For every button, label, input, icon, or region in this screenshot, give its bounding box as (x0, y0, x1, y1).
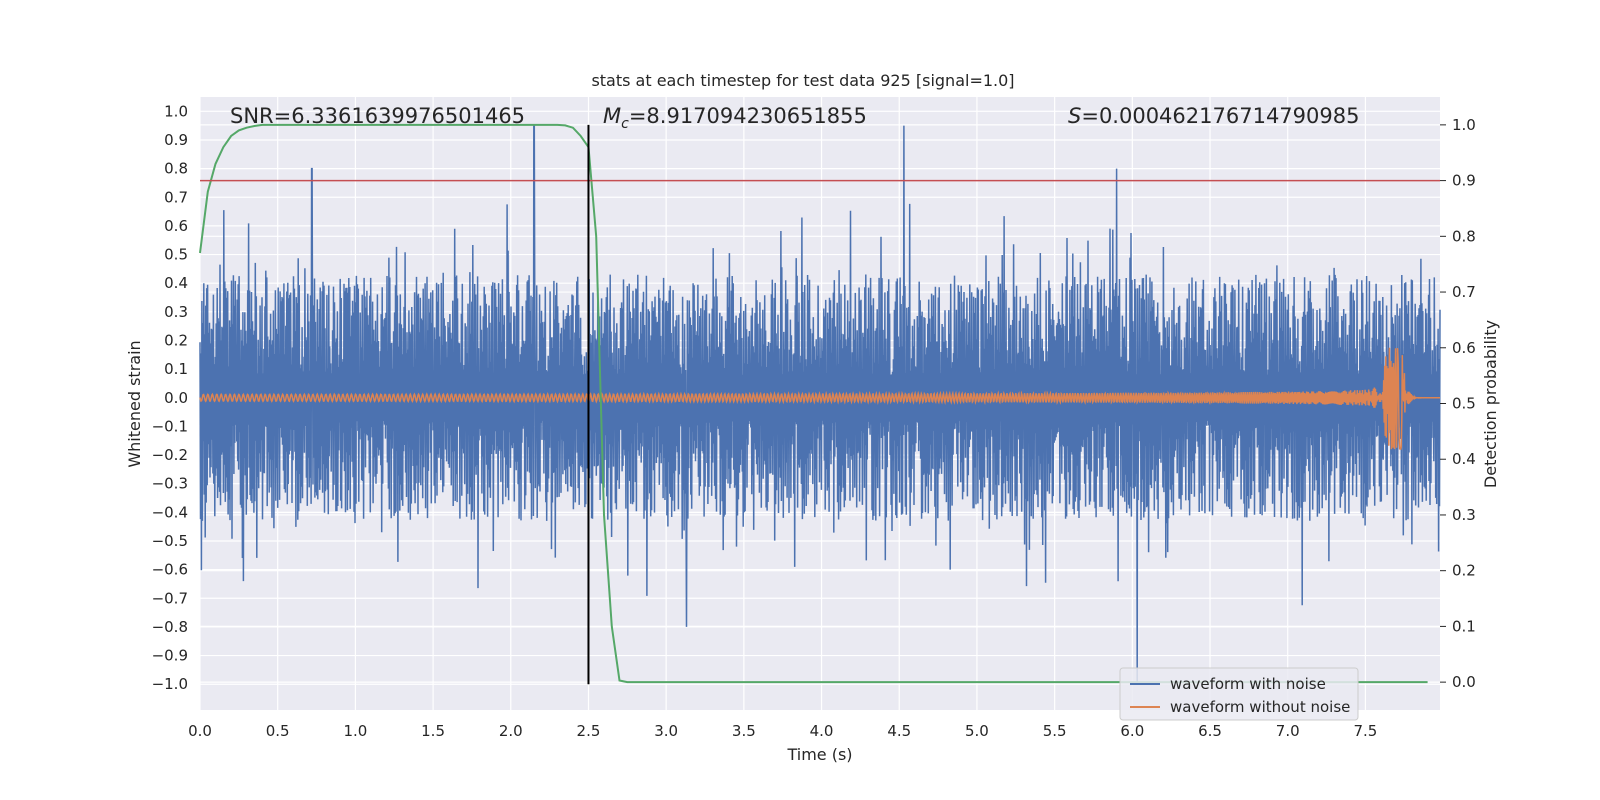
x-tick-label: 2.5 (577, 722, 601, 740)
x-axis-label: Time (s) (786, 745, 852, 764)
y-tick-label: 0.9 (164, 131, 188, 149)
reference-lines (200, 124, 1440, 685)
x-tick-label: 1.0 (343, 722, 367, 740)
chirp-mass-annotation: Mc=8.917094230651855 (603, 104, 867, 132)
y-right-tick-label: 0.5 (1452, 395, 1476, 413)
y-tick-label: −0.8 (152, 618, 188, 636)
y-right-tick-label: 0.9 (1452, 172, 1476, 190)
chirp-mass-value: =8.917094230651855 (629, 104, 867, 128)
y-right-tick-label: 0.2 (1452, 562, 1476, 580)
x-tick-label: 6.0 (1120, 722, 1144, 740)
s-symbol: S (1068, 104, 1081, 128)
x-tick-label: 6.5 (1198, 722, 1222, 740)
y-right-tick-label: 0.3 (1452, 506, 1476, 524)
y-tick-label: −0.1 (152, 417, 188, 435)
y-tick-label: −0.2 (152, 446, 188, 464)
detection-probability-line (199, 123, 1428, 684)
chirp-mass-subscript: c (621, 116, 629, 132)
y-tick-label: 0.2 (164, 331, 188, 349)
y-right-tick-label: 0.6 (1452, 339, 1476, 357)
x-tick-label: 7.0 (1276, 722, 1300, 740)
x-tick-label: 4.0 (810, 722, 834, 740)
x-tick-label: 7.5 (1353, 722, 1377, 740)
x-tick-label: 3.0 (654, 722, 678, 740)
y-right-tick-label: 0.8 (1452, 227, 1476, 245)
y-tick-label: −0.6 (152, 561, 188, 579)
detection-probability-series (199, 123, 1428, 684)
snr-annotation: SNR=6.3361639976501465 (230, 104, 525, 128)
y-tick-label: 0.0 (164, 389, 188, 407)
y-tick-label: 0.7 (164, 188, 188, 206)
y-tick-label: −0.3 (152, 475, 188, 493)
legend-label-clean: waveform without noise (1170, 698, 1350, 716)
waveform-with-noise-series (199, 124, 1441, 685)
y-tick-label: 0.1 (164, 360, 188, 378)
y-tick-label: −0.4 (152, 503, 188, 521)
x-tick-label: 5.0 (965, 722, 989, 740)
x-tick-label: 2.0 (499, 722, 523, 740)
chirp-mass-symbol: M (603, 104, 621, 128)
x-tick-label: 3.5 (732, 722, 756, 740)
noise-waveform-line (199, 124, 1441, 685)
y-right-tick-label: 0.1 (1452, 617, 1476, 635)
y-tick-label: 0.8 (164, 160, 188, 178)
y-tick-label: −0.5 (152, 532, 188, 550)
y-right-tick-label: 0.0 (1452, 673, 1476, 691)
x-tick-label: 4.5 (887, 722, 911, 740)
y-tick-label: 1.0 (164, 102, 188, 120)
legend: waveform with noise waveform without noi… (1119, 667, 1359, 721)
chirp-waveform-line (199, 347, 1440, 450)
y-tick-label: 0.6 (164, 217, 188, 235)
x-tick-label: 0.5 (266, 722, 290, 740)
axis-ticks: 0.0 0.5 1.0 1.5 2.0 2.5 3.0 3.5 4.0 4.5 5.0 5.5 6.0 6… (152, 102, 1476, 740)
y-tick-label: 0.4 (164, 274, 188, 292)
y-tick-label: 0.3 (164, 303, 188, 321)
y-tick-label: −0.7 (152, 589, 188, 607)
y-right-tick-label: 1.0 (1452, 116, 1476, 134)
chart-title: stats at each timestep for test data 925… (591, 71, 1014, 90)
y-tick-label: 0.5 (164, 246, 188, 264)
y-axis-label: Whitened strain (125, 340, 144, 467)
waveform-without-noise-series (199, 347, 1440, 450)
y-tick-label: −1.0 (152, 675, 188, 693)
s-annotation: S=0.000462176714790985 (1068, 104, 1359, 128)
legend-box (1119, 667, 1359, 721)
legend-label-noise: waveform with noise (1170, 675, 1326, 693)
s-value: =0.000462176714790985 (1081, 104, 1359, 128)
y-right-axis-label: Detection probability (1481, 320, 1500, 488)
x-tick-label: 1.5 (421, 722, 445, 740)
x-tick-label: 0.0 (188, 722, 212, 740)
x-tick-label: 5.5 (1043, 722, 1067, 740)
y-right-tick-label: 0.4 (1452, 450, 1476, 468)
y-tick-label: −0.9 (152, 647, 188, 665)
y-right-tick-label: 0.7 (1452, 283, 1476, 301)
